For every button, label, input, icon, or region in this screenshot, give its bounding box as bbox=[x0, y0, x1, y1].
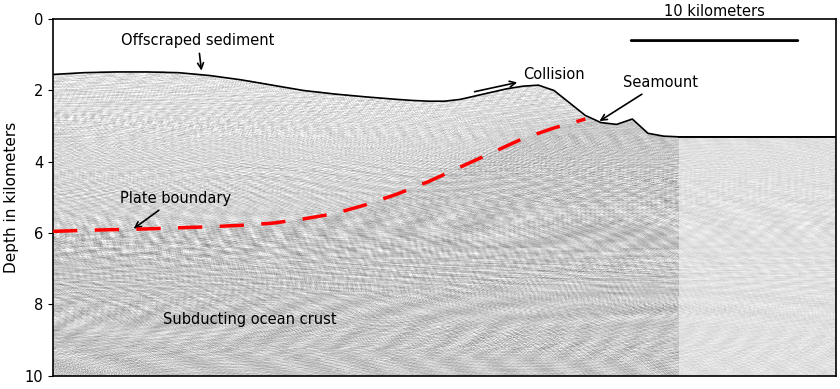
Text: 10 kilometers: 10 kilometers bbox=[664, 4, 765, 19]
Y-axis label: Depth in kilometers: Depth in kilometers bbox=[4, 122, 19, 273]
Text: Collision: Collision bbox=[475, 67, 585, 92]
Text: Offscraped sediment: Offscraped sediment bbox=[121, 33, 275, 69]
Text: Plate boundary: Plate boundary bbox=[119, 191, 231, 228]
Text: Subducting ocean crust: Subducting ocean crust bbox=[163, 312, 336, 327]
Text: Seamount: Seamount bbox=[601, 75, 698, 120]
